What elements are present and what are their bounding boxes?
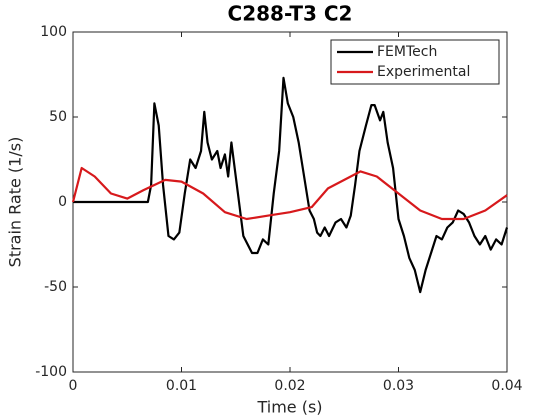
chart-title: C288-T3 C2: [228, 2, 353, 26]
y-axis-label: Strain Rate (1/s): [6, 137, 25, 268]
legend-box: [330, 39, 500, 85]
x-tick-label: 0: [69, 378, 78, 394]
legend-label: FEMTech: [377, 44, 437, 60]
x-tick-label: 0.04: [491, 378, 522, 394]
legend-label: Experimental: [377, 64, 470, 80]
y-tick-label: 50: [49, 109, 67, 125]
series-line: [73, 76, 509, 294]
x-tick-label: 0.01: [166, 378, 197, 394]
x-tick-label: 0.03: [383, 378, 414, 394]
y-tick-label: -100: [35, 364, 67, 380]
x-tick-label: 0.02: [274, 378, 305, 394]
series-line: [71, 166, 508, 221]
y-tick-label: 100: [40, 24, 67, 40]
x-axis-label: Time (s): [256, 398, 322, 417]
y-tick-label: 0: [58, 194, 67, 210]
y-tick-label: -50: [44, 279, 67, 295]
